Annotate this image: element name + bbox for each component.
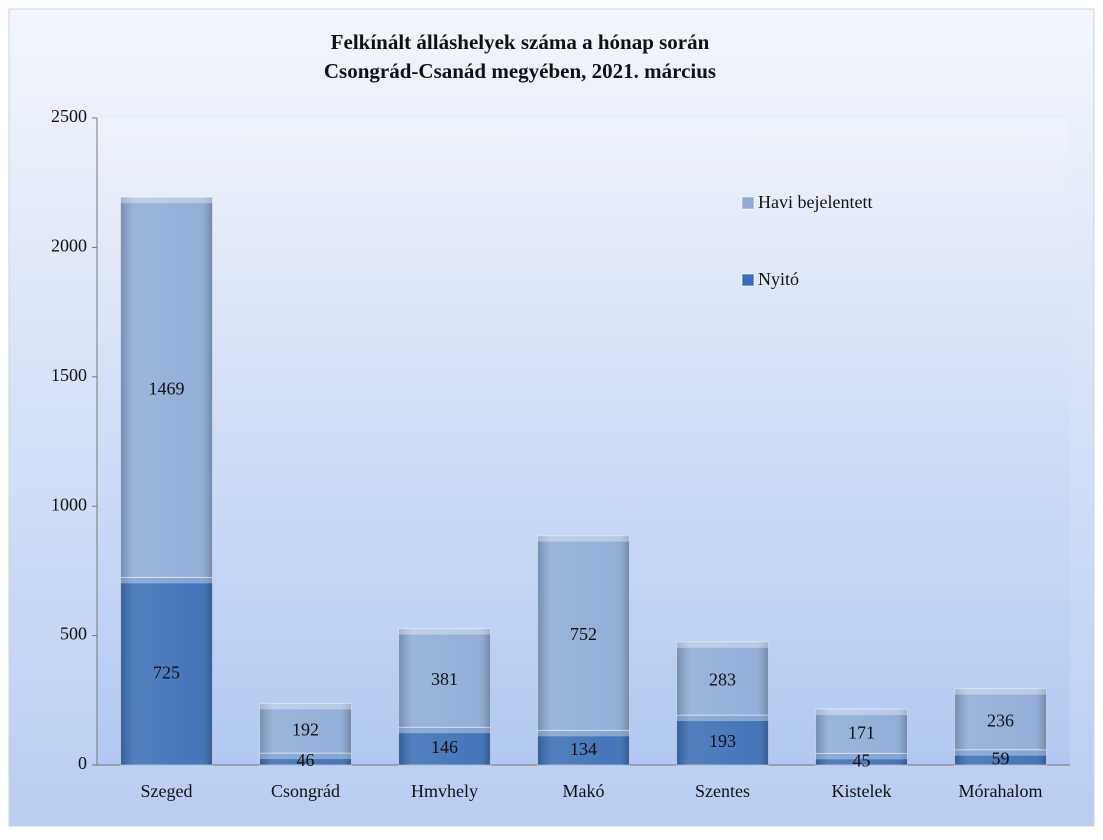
bar-bevel: [120, 197, 213, 204]
chart-title: Csongrád-Csanád megyében, 2021. március: [324, 59, 716, 83]
bar-bevel: [954, 688, 1047, 695]
y-tick-label: 2500: [51, 106, 87, 126]
bar-shade: [398, 628, 491, 728]
data-label: 725: [153, 662, 180, 682]
bar-bevel: [676, 641, 769, 648]
bar-shade: [815, 709, 908, 754]
data-label: 192: [292, 719, 319, 739]
bar-bevel: [537, 535, 630, 542]
bar-shade: [537, 535, 630, 731]
bar-bevel: [954, 749, 1047, 756]
data-label: 134: [570, 739, 597, 759]
legend-swatch: [741, 273, 755, 287]
x-tick-label: Makó: [563, 781, 605, 801]
chart-title: Felkínált álláshelyek száma a hónap sorá…: [331, 30, 710, 54]
bar-bevel: [259, 753, 352, 760]
bar-shade: [954, 688, 1047, 750]
y-tick-label: 500: [60, 624, 87, 644]
bar-shade: [259, 703, 352, 754]
legend-label: Nyitó: [758, 269, 799, 289]
y-tick-label: 0: [78, 753, 87, 773]
bar-shade: [815, 753, 908, 765]
x-tick-label: Szentes: [695, 781, 750, 801]
x-tick-label: Szeged: [141, 781, 193, 801]
bar-bevel: [120, 577, 213, 584]
x-tick-label: Csongrád: [271, 781, 340, 801]
bar-shade: [259, 753, 352, 765]
data-label: 1469: [149, 378, 185, 398]
y-tick-label: 1500: [51, 365, 87, 385]
data-label: 752: [570, 624, 597, 644]
legend-label: Havi bejelentett: [758, 192, 872, 212]
data-label: 59: [992, 748, 1010, 768]
x-tick-label: Kistelek: [832, 781, 892, 801]
bar-bevel: [259, 703, 352, 710]
bar-shade: [120, 197, 213, 578]
x-tick-label: Mórahalom: [959, 781, 1043, 801]
data-label: 45: [853, 750, 871, 770]
data-label: 381: [431, 669, 458, 689]
bar-shade: [120, 577, 213, 765]
bar-bevel: [398, 628, 491, 635]
bar-shade: [676, 641, 769, 716]
bar-bevel: [398, 727, 491, 734]
bar-bevel: [676, 715, 769, 722]
bar-bevel: [815, 753, 908, 760]
bar-bevel: [537, 730, 630, 737]
bar-shade: [537, 730, 630, 765]
data-label: 236: [987, 710, 1014, 730]
y-tick-label: 1000: [51, 494, 87, 514]
bar-shade: [954, 749, 1047, 765]
data-label: 171: [848, 722, 875, 742]
x-tick-label: Hmvhely: [411, 781, 478, 801]
bar-shade: [676, 715, 769, 765]
legend-swatch: [741, 196, 755, 210]
bar-shade: [398, 727, 491, 765]
data-label: 283: [709, 670, 736, 690]
bar-bevel: [815, 709, 908, 716]
data-label: 46: [297, 750, 315, 770]
data-label: 146: [431, 737, 458, 757]
data-label: 193: [709, 731, 736, 751]
y-tick-label: 2000: [51, 236, 87, 256]
